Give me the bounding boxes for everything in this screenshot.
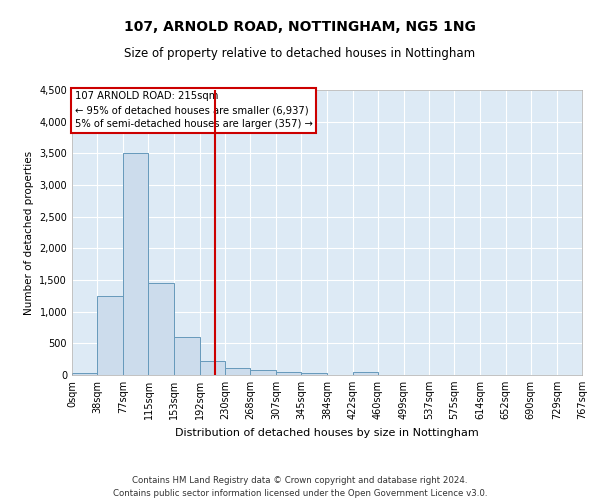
Bar [72, 373, 97, 375]
Bar [250, 370, 276, 375]
Text: Contains HM Land Registry data © Crown copyright and database right 2024.: Contains HM Land Registry data © Crown c… [132, 476, 468, 485]
Text: 107, ARNOLD ROAD, NOTTINGHAM, NG5 1NG: 107, ARNOLD ROAD, NOTTINGHAM, NG5 1NG [124, 20, 476, 34]
Bar [200, 361, 225, 375]
Bar [301, 373, 328, 375]
Bar [97, 296, 123, 375]
Bar [353, 372, 378, 375]
X-axis label: Distribution of detached houses by size in Nottingham: Distribution of detached houses by size … [175, 428, 479, 438]
Text: Size of property relative to detached houses in Nottingham: Size of property relative to detached ho… [124, 48, 476, 60]
Bar [174, 337, 200, 375]
Bar [123, 154, 148, 375]
Bar [225, 368, 250, 375]
Y-axis label: Number of detached properties: Number of detached properties [24, 150, 34, 314]
Bar [148, 283, 174, 375]
Bar [276, 372, 301, 375]
Text: 107 ARNOLD ROAD: 215sqm
← 95% of detached houses are smaller (6,937)
5% of semi-: 107 ARNOLD ROAD: 215sqm ← 95% of detache… [74, 92, 313, 130]
Text: Contains public sector information licensed under the Open Government Licence v3: Contains public sector information licen… [113, 488, 487, 498]
